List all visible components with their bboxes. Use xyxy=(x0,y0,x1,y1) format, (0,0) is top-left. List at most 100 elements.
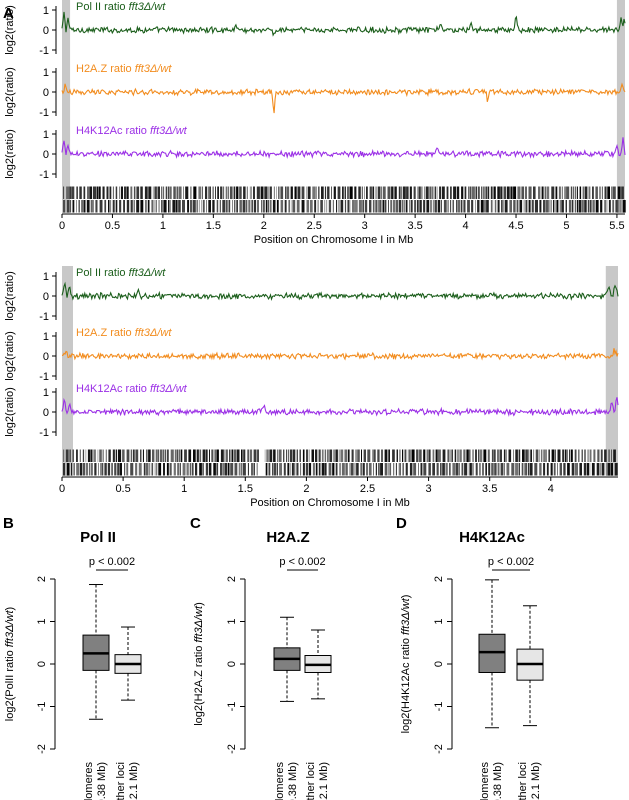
gene-feature xyxy=(198,200,200,213)
gene-feature xyxy=(182,463,186,476)
gene-feature xyxy=(89,463,91,476)
gene-annotation-track xyxy=(63,186,626,213)
gene-feature xyxy=(105,449,107,462)
gene-feature xyxy=(406,186,409,199)
gene-feature xyxy=(87,449,91,462)
track-label: H2A.Z ratio fft3Δ/wt xyxy=(76,63,172,75)
y-axis-label-close: ) xyxy=(4,607,16,611)
gene-feature xyxy=(362,200,364,213)
gene-feature xyxy=(456,186,460,199)
gene-feature xyxy=(479,449,483,462)
y-tick-label: -1 xyxy=(39,311,49,323)
boxplot-panel-polii: Pol II -2 -1 0 1 2 log2(PolII ratio fft3Δ/wt) p… xyxy=(4,529,142,800)
gene-feature xyxy=(599,463,601,476)
gene-feature xyxy=(169,200,171,213)
gene-feature xyxy=(85,449,87,462)
gene-feature xyxy=(409,186,412,199)
gene-feature xyxy=(333,449,335,462)
x-tick-label: 4.5 xyxy=(508,220,523,232)
gene-feature xyxy=(497,463,500,476)
gene-feature xyxy=(606,200,608,213)
gene-feature xyxy=(126,200,130,213)
gene-feature xyxy=(521,186,524,199)
gene-feature xyxy=(516,200,519,213)
gene-feature xyxy=(175,200,178,213)
gene-feature xyxy=(503,200,504,213)
gene-feature xyxy=(605,463,607,476)
gene-feature xyxy=(490,186,493,199)
gene-feature xyxy=(574,200,576,213)
x-tick-label: 4 xyxy=(463,220,469,232)
gene-feature xyxy=(306,449,308,462)
panel-letter-c: C xyxy=(190,515,201,532)
gene-feature xyxy=(306,200,309,213)
gene-feature xyxy=(152,449,155,462)
gene-feature xyxy=(206,449,208,462)
gene-feature xyxy=(600,200,603,213)
gene-feature xyxy=(229,449,231,462)
gene-feature xyxy=(429,186,431,199)
gene-feature xyxy=(107,463,111,476)
gene-feature xyxy=(403,200,405,213)
gene-feature xyxy=(538,186,541,199)
gene-feature xyxy=(215,186,216,199)
gene-feature xyxy=(607,463,611,476)
gene-feature xyxy=(90,200,93,213)
x-tick-label: 2 xyxy=(261,220,267,232)
gene-feature xyxy=(591,463,595,476)
x-tick-label: 0.5 xyxy=(115,483,130,495)
gene-feature xyxy=(432,200,434,213)
y-tick-label: 1 xyxy=(43,5,49,17)
gene-feature xyxy=(140,186,143,199)
gene-feature xyxy=(187,200,189,213)
gene-feature xyxy=(89,186,92,199)
gene-feature xyxy=(528,186,532,199)
gene-feature xyxy=(216,200,219,213)
gene-feature xyxy=(389,463,392,476)
gene-feature xyxy=(236,186,239,199)
chromosome-panel-bottom: 1 0 -1 log2(ratio) Pol II ratio fft3Δ/wt 1 0 -1… xyxy=(4,266,619,509)
gene-feature xyxy=(333,186,336,199)
gene-feature xyxy=(540,449,543,462)
gene-feature xyxy=(539,200,542,213)
gene-feature xyxy=(356,463,359,476)
gene-feature xyxy=(272,463,274,476)
gene-feature xyxy=(372,186,375,199)
gene-feature xyxy=(478,449,480,462)
gene-feature xyxy=(279,463,282,476)
gene-feature xyxy=(119,200,122,213)
gene-feature xyxy=(445,463,448,476)
y-tick-label: 1 xyxy=(43,331,49,343)
gene-feature xyxy=(157,449,159,462)
y-axis-label: log2(ratio) xyxy=(4,387,16,437)
gene-feature xyxy=(455,463,459,476)
gene-feature xyxy=(426,449,428,462)
track-label-italic: fft3Δ/wt xyxy=(150,125,188,137)
gene-feature xyxy=(377,186,381,199)
gene-feature xyxy=(118,449,122,462)
gene-feature xyxy=(573,186,575,199)
gene-feature xyxy=(428,449,431,462)
gene-feature xyxy=(452,200,454,213)
subtelomere-shade xyxy=(616,0,625,213)
gene-feature xyxy=(227,186,229,199)
y-tick-label: 0 xyxy=(43,407,49,419)
gene-feature xyxy=(261,200,263,213)
gene-feature xyxy=(587,200,590,213)
gene-feature xyxy=(220,449,224,462)
gene-feature xyxy=(111,463,113,476)
gene-feature xyxy=(384,449,388,462)
gene-feature xyxy=(528,449,530,462)
gene-feature xyxy=(154,463,156,476)
category-label: subtelomeres xyxy=(479,762,491,800)
gene-feature xyxy=(413,186,416,199)
gene-feature xyxy=(161,200,162,213)
category-sublabel: (0.38 Mb) xyxy=(96,762,108,800)
gene-feature xyxy=(232,200,233,213)
gene-feature xyxy=(411,449,415,462)
gene-feature xyxy=(104,200,107,213)
gene-feature xyxy=(457,449,459,462)
gene-feature xyxy=(237,200,238,213)
gene-feature xyxy=(614,463,618,476)
gene-feature xyxy=(340,200,344,213)
